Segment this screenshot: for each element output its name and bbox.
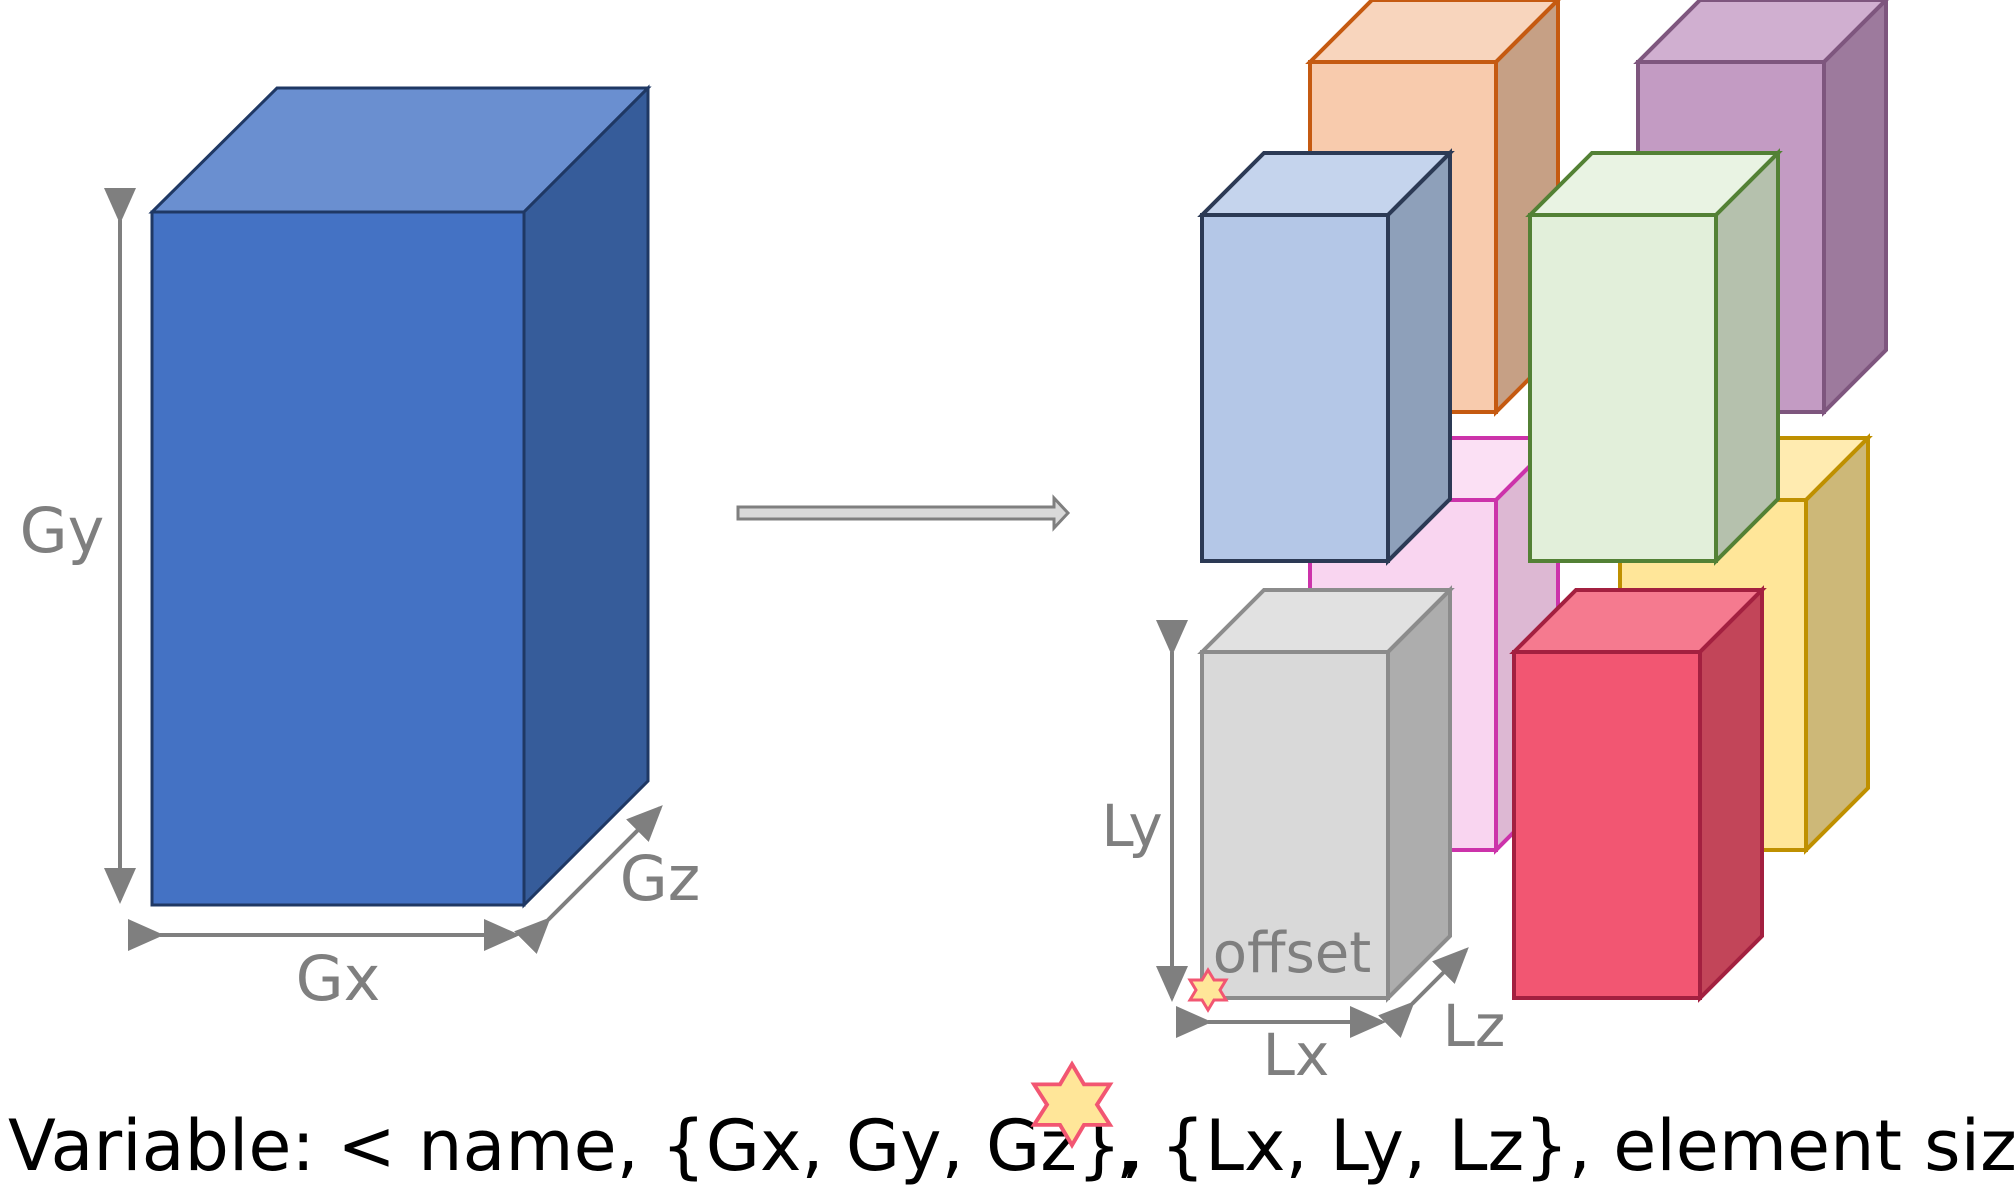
lz-label: Lz [1443,992,1506,1060]
local-block-green-front [1528,213,1718,563]
local-block-purple-side [1822,0,1888,417]
gx-label: Gx [296,942,381,1015]
local-block-red [1509,585,1767,1003]
local-block-gray-side [1386,585,1452,1003]
local-blocks [1197,0,1889,1003]
global-block-side [522,84,650,909]
caption-after: , {Lx, Ly, Lz}, element size > [1116,1105,2014,1186]
gy-label: Gy [20,494,105,567]
caption: Variable: < name, {Gx, Gy, Gz}, [8,1105,1144,1186]
global-block-front [150,210,526,907]
caption-tail: , {Lx, Ly, Lz}, element size > [1116,1105,2014,1186]
offset-star-icon [1187,967,1229,1013]
offset-label: offset [1213,921,1371,986]
caption-before: Variable: < name, {Gx, Gy, Gz}, [8,1105,1144,1186]
gz-label: Gz [620,842,701,915]
caption-star-icon [1030,1060,1114,1149]
local-block-blue-front [1200,213,1390,563]
transition-arrow [736,494,1071,532]
local-block-gray [1197,585,1455,1003]
gz-arrow [514,805,663,954]
local-block-blue-side [1386,148,1452,566]
local-block-blue [1197,148,1455,566]
lx-label: Lx [1263,1021,1330,1089]
global-block [148,84,652,909]
lz-arrow [1378,947,1469,1038]
ly-label: Ly [1101,792,1162,860]
local-block-red-side [1698,585,1764,1003]
local-block-yellow-side [1804,433,1870,855]
local-block-green-side [1714,148,1780,566]
local-block-green [1525,148,1783,566]
local-block-red-front [1512,650,1702,1000]
